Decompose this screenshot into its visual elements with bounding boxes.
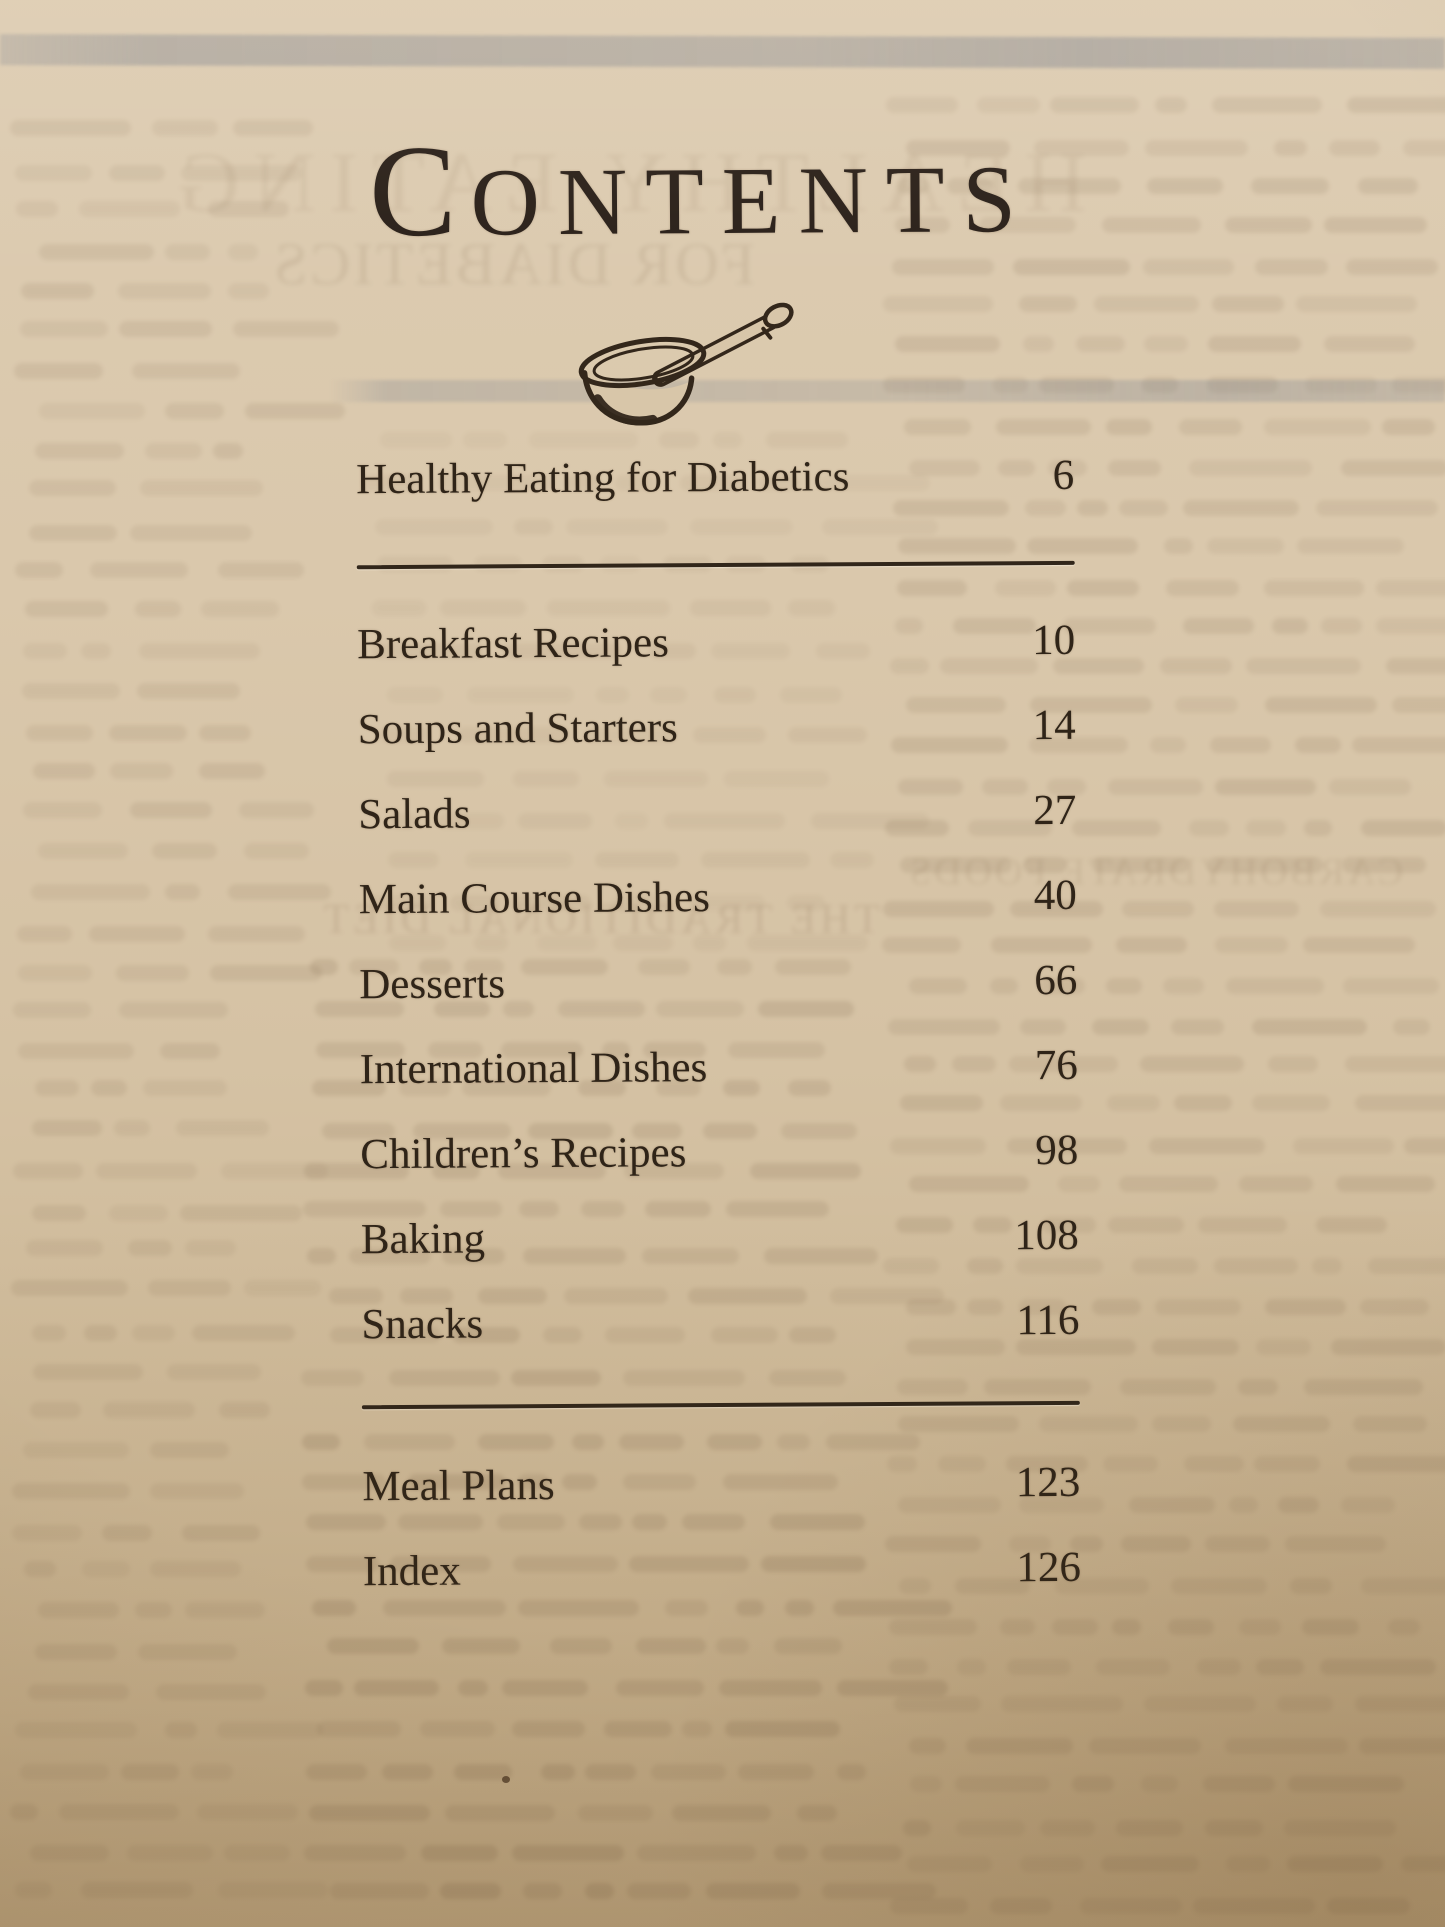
paper-speck — [502, 1776, 510, 1783]
table-of-contents: Healthy Eating for Diabetics 6 Breakfast… — [356, 433, 1081, 1614]
toc-entry: International Dishes 76 — [360, 1023, 1079, 1112]
toc-entry: Soups and Starters 14 — [357, 683, 1076, 772]
toc-entry-label: Meal Plans — [362, 1462, 555, 1511]
toc-entry-page: 6 — [1052, 451, 1075, 499]
toc-entry: Snacks 116 — [361, 1278, 1080, 1367]
toc-entry-label: Desserts — [359, 960, 506, 1009]
toc-entry-page: 108 — [1014, 1211, 1079, 1260]
toc-divider — [361, 1400, 1080, 1410]
toc-entry: Children’s Recipes 98 — [360, 1108, 1079, 1197]
toc-entry-page: 116 — [1016, 1296, 1080, 1345]
toc-entry-page: 123 — [1015, 1458, 1081, 1507]
toc-entry-label: Soups and Starters — [357, 704, 678, 754]
toc-entry-label: Index — [362, 1547, 461, 1596]
toc-entry-label: International Dishes — [359, 1044, 708, 1094]
toc-entry: Baking 108 — [361, 1193, 1080, 1282]
toc-entry-page: 66 — [1034, 956, 1078, 1005]
toc-entry: Index 126 — [363, 1525, 1082, 1614]
toc-entry-page: 126 — [1016, 1543, 1082, 1592]
page-title: CONTENTS — [368, 118, 1035, 265]
toc-entry-label: Snacks — [361, 1300, 484, 1349]
toc-entry: Salads 27 — [358, 768, 1077, 857]
toc-entry-page: 14 — [1032, 701, 1076, 750]
toc-entry-label: Children’s Recipes — [360, 1129, 687, 1179]
toc-entry-page: 40 — [1033, 871, 1077, 920]
toc-entry-page: 76 — [1034, 1041, 1078, 1090]
mortar-pestle-illustration — [542, 291, 813, 433]
mortar-pestle-icon — [578, 302, 794, 426]
toc-entry: Meal Plans 123 — [362, 1440, 1081, 1529]
toc-entry-page: 10 — [1032, 616, 1076, 665]
toc-entry-page: 98 — [1035, 1126, 1079, 1175]
toc-entry: Desserts 66 — [359, 938, 1078, 1027]
toc-entry: Breakfast Recipes 10 — [357, 598, 1076, 687]
toc-entry-label: Breakfast Recipes — [357, 619, 669, 669]
toc-divider — [356, 560, 1075, 570]
toc-entry-label: Healthy Eating for Diabetics — [356, 453, 850, 504]
toc-entry-label: Baking — [360, 1215, 486, 1264]
toc-entry-page: 27 — [1033, 786, 1077, 835]
toc-entry: Main Course Dishes 40 — [359, 853, 1078, 942]
toc-entry-label: Salads — [358, 790, 471, 839]
toc-entry: Healthy Eating for Diabetics 6 — [356, 433, 1075, 522]
toc-entry-label: Main Course Dishes — [358, 874, 711, 924]
